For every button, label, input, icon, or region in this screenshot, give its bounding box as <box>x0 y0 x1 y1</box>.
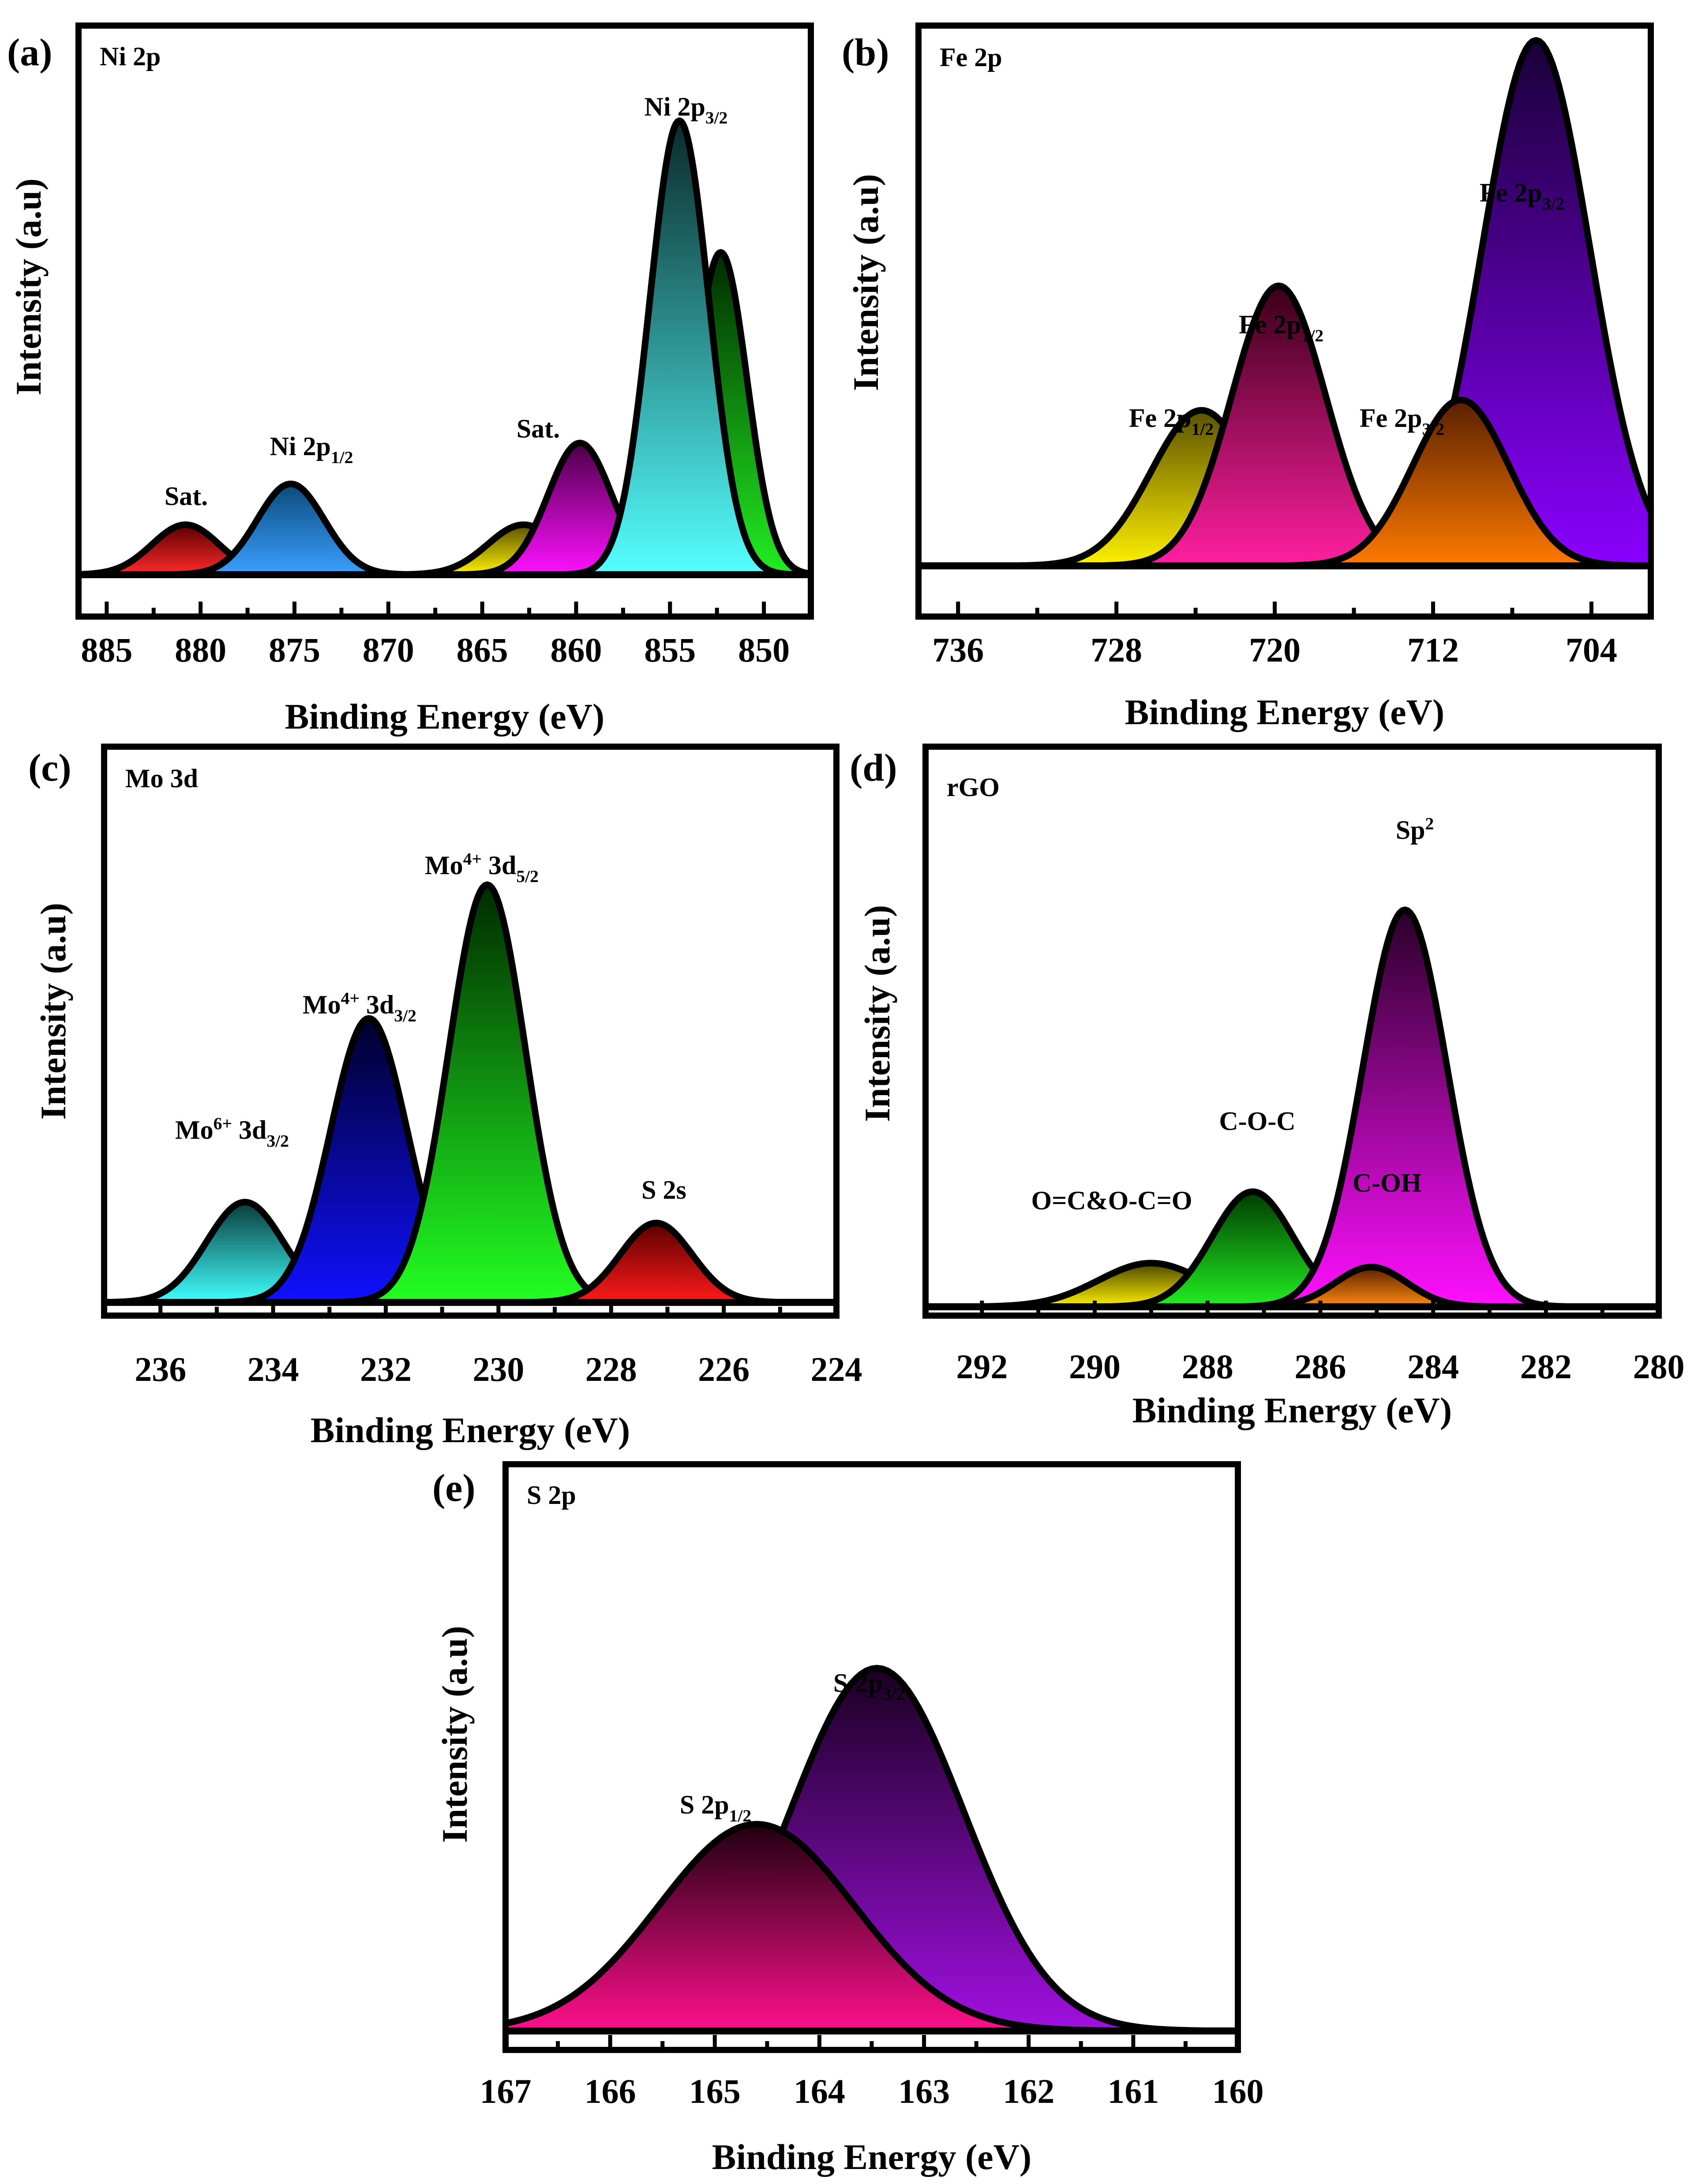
y-axis-title: Intensity (a.u) <box>846 174 886 391</box>
peak-label: S 2s <box>641 1175 686 1204</box>
x-tick-label: 226 <box>698 1350 750 1388</box>
peak-sp2 <box>1226 906 1585 1307</box>
panel-a: 885 880 875 870 865 860 855 850 Binding Energy (… <box>7 22 814 737</box>
panel-d: 292 290 288 286 284 282 280 Binding Energy (eV)… <box>850 744 1685 1430</box>
panel-title: Mo 3d <box>125 764 198 793</box>
panel-letter: (d) <box>850 747 897 789</box>
x-tick-label: 880 <box>175 631 226 669</box>
x-tick-label: 870 <box>363 631 414 669</box>
y-axis-title: Intensity (a.u) <box>8 178 49 395</box>
peak-label: O=C&O-C=O <box>1031 1186 1192 1215</box>
panel-e: 167 166 165 164 163 162 161 160 Binding Energy (… <box>432 1461 1264 2177</box>
panel-letter: (b) <box>842 31 889 74</box>
panel-c: 236 234 232 230 228 226 224 Binding Energy (eV)… <box>28 744 862 1450</box>
plot-frame <box>922 744 1662 1319</box>
peak-group <box>506 1664 1238 2031</box>
x-axis-title: Binding Energy (eV) <box>712 2137 1031 2177</box>
x-tick-label: 855 <box>644 631 696 669</box>
x-tick-label: 720 <box>1249 631 1301 669</box>
plot-frame <box>75 22 814 620</box>
x-axis-title: Binding Energy (eV) <box>1132 1390 1452 1430</box>
x-tick-label: 236 <box>135 1350 186 1388</box>
x-axis-title: Binding Energy (eV) <box>1125 692 1444 732</box>
peak-label: Ni 2p1/2 <box>270 432 353 467</box>
x-tick-label: 860 <box>550 631 602 669</box>
panel-title: S 2p <box>527 1481 576 1510</box>
peak-label: Fe 2p1/2 <box>1129 404 1214 439</box>
peak-label: S 2p3/2 <box>833 1668 905 1704</box>
panel-b: 736 728 720 712 704 Binding Energy (eV) Intens… <box>842 22 1654 732</box>
x-tick-label: 292 <box>956 1347 1008 1386</box>
peak-label: Mo4+ 3d5/2 <box>425 849 539 886</box>
x-tick-label: 288 <box>1182 1347 1233 1386</box>
panel-letter: (e) <box>432 1467 476 1510</box>
peak-label: Fe 2p3/2 <box>1360 404 1444 439</box>
peak-label: Mo6+ 3d3/2 <box>175 1114 289 1151</box>
y-axis-title: Intensity (a.u) <box>857 905 897 1122</box>
plot-frame <box>915 22 1654 620</box>
x-tick-label: 728 <box>1091 631 1142 669</box>
panel-title: rGO <box>947 773 1000 802</box>
panels: 885 880 875 870 865 860 855 850 Binding Energy (… <box>7 22 1685 2177</box>
peak-label: C-O-C <box>1219 1107 1295 1136</box>
x-tick-label: 704 <box>1566 631 1617 669</box>
peak-label: Fe 2p3/2 <box>1480 178 1564 213</box>
x-tick-label: 160 <box>1212 2072 1264 2110</box>
x-tick-label: 166 <box>585 2072 636 2110</box>
x-tick-label: 875 <box>269 631 320 669</box>
x-tick-label: 850 <box>738 631 790 669</box>
peak-label: Mo4+ 3d3/2 <box>303 988 416 1025</box>
peak-s-2p1-2 <box>506 1821 1171 2031</box>
peak-label: Sp2 <box>1396 814 1434 845</box>
panel-letter: (a) <box>7 31 52 74</box>
panel-letter: (c) <box>28 747 71 789</box>
x-tick-label: 712 <box>1407 631 1459 669</box>
x-tick-label: 165 <box>689 2072 741 2110</box>
x-tick-label: 162 <box>1003 2072 1054 2110</box>
x-axis-title: Binding Energy (eV) <box>285 696 604 737</box>
x-tick-label: 284 <box>1407 1347 1459 1386</box>
x-tick-label: 228 <box>585 1350 637 1388</box>
x-tick-label: 282 <box>1520 1347 1572 1386</box>
x-tick-label: 234 <box>247 1350 299 1388</box>
peak-label: S 2p1/2 <box>680 1790 751 1825</box>
plot-frame <box>101 744 840 1319</box>
peak-label: Ni 2p3/2 <box>645 92 728 127</box>
peak-ni-2p3-2 <box>552 117 807 575</box>
peak-label: Sat. <box>517 414 560 443</box>
x-tick-label: 286 <box>1294 1347 1346 1386</box>
x-tick-label: 865 <box>457 631 508 669</box>
peak-label: Fe 2p1/2 <box>1239 310 1323 345</box>
panel-title: Ni 2p <box>100 42 161 71</box>
x-tick-label: 885 <box>81 631 132 669</box>
x-axis-title: Binding Energy (eV) <box>311 1410 630 1450</box>
x-tick-label: 161 <box>1107 2072 1159 2110</box>
x-tick-label: 736 <box>932 631 984 669</box>
baseline-band <box>79 575 811 617</box>
x-tick-label: 280 <box>1633 1347 1685 1386</box>
x-tick-label: 163 <box>898 2072 950 2110</box>
x-tick-label: 167 <box>480 2072 532 2110</box>
peak-label: C-OH <box>1353 1168 1422 1197</box>
x-tick-label: 230 <box>472 1350 524 1388</box>
y-axis-title: Intensity (a.u) <box>33 903 73 1120</box>
peak-label: Sat. <box>165 482 208 511</box>
x-tick-label: 224 <box>811 1350 862 1388</box>
x-tick-label: 232 <box>360 1350 412 1388</box>
panel-title: Fe 2p <box>940 43 1002 72</box>
x-tick-label: 290 <box>1069 1347 1121 1386</box>
y-axis-title: Intensity (a.u) <box>435 1626 475 1843</box>
x-tick-label: 164 <box>794 2072 845 2110</box>
baseline-band <box>918 566 1651 617</box>
